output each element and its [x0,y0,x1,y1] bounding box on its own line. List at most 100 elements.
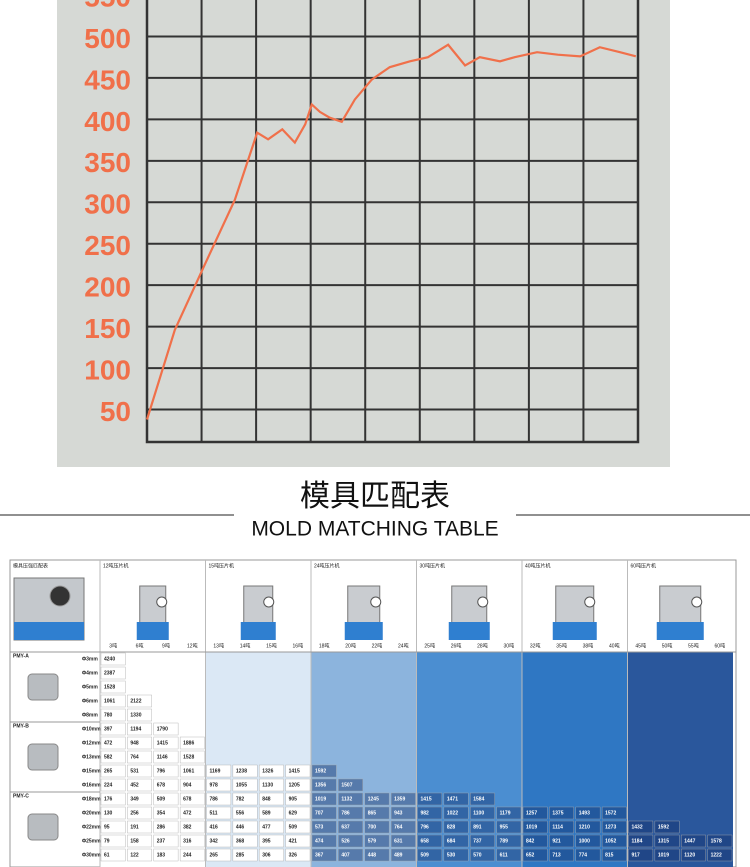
cell-value: 948 [130,740,139,746]
cell-value: 774 [579,852,588,858]
cell-value: 79 [104,838,110,844]
cell-value: 407 [341,852,350,858]
cell [628,848,654,862]
cell-value: 382 [183,824,192,830]
cell-value: 1471 [447,796,458,802]
cell [100,848,126,862]
cell-value: 472 [183,810,192,816]
y-tick-label: 200 [84,272,131,303]
press-base [14,622,84,640]
cell-value: 1415 [157,740,168,746]
row-label: Φ25mm [82,838,101,844]
cell-value: 1584 [473,796,484,802]
cell [496,834,522,848]
cell-value: 786 [341,810,350,816]
ton-label: 22吨 [372,642,383,649]
machine-base [552,622,597,640]
cell [153,764,179,778]
group-name: 15吨压片机 [209,562,235,569]
cell [153,848,179,862]
cell-value: 1222 [711,852,722,858]
cell [179,792,205,806]
gauge [370,596,382,608]
cell-value: 2122 [130,698,141,704]
cell [364,834,390,848]
cell-value: 631 [394,838,403,844]
cell [364,848,390,862]
cell [311,806,337,820]
cell-value: 891 [473,824,482,830]
cell [443,806,469,820]
ton-label: 12吨 [187,642,198,649]
cell [153,778,179,792]
cell [127,792,152,806]
group-name: 40吨压片机 [525,562,551,569]
cell [338,834,363,848]
cell [443,848,469,862]
cell-value: 286 [157,824,166,830]
ton-label: 35吨 [556,642,567,649]
cell-value: 95 [104,824,110,830]
cell [259,764,284,778]
ton-label: 55吨 [688,642,699,649]
cell [127,778,152,792]
cell [575,834,601,848]
cell-value: 448 [368,852,377,858]
cell-value: 943 [394,810,403,816]
table-title: 模具压强匹配表 [13,562,48,569]
cell-value: 796 [421,824,430,830]
cell-value: 354 [157,810,166,816]
cell-value: 1507 [341,782,352,788]
cell-value: 684 [447,838,456,844]
cell [232,848,258,862]
group-bg [205,652,311,867]
cell [522,820,548,834]
cell [417,820,443,834]
cell-value: 1061 [183,768,194,774]
cell-value: 1572 [605,810,616,816]
machine-base [656,622,704,640]
cell-value: 2387 [104,670,115,676]
y-tick-label: 100 [84,354,131,385]
cell-value: 1019 [658,852,669,858]
row-label: Φ20mm [82,810,101,816]
cell [575,806,601,820]
ton-label: 60吨 [715,642,726,649]
cell-value: 713 [552,852,561,858]
cell-value: 531 [130,768,139,774]
cell-value: 707 [315,810,324,816]
cell [707,848,733,862]
cell [100,820,126,834]
group-bg [627,652,733,867]
y-tick-label: 50 [100,396,131,427]
row-label: Φ10mm [82,726,101,732]
cell-value: 1493 [579,810,590,816]
cell-value: 1273 [605,824,616,830]
group-name: 24吨压片机 [314,562,340,569]
cell [496,848,522,862]
cell [232,792,258,806]
row-label: Φ12mm [82,740,101,746]
y-tick-label: 300 [84,189,131,220]
cell [179,764,205,778]
row-label: Φ4mm [82,670,98,676]
cell-value: 1120 [684,852,695,858]
cell-value: 1061 [104,698,115,704]
ton-label: 32吨 [530,642,541,649]
cell [470,820,495,834]
cell-value: 1447 [684,838,695,844]
cell [259,834,284,848]
cell-value: 737 [473,838,482,844]
group-name: 30吨压片机 [420,562,446,569]
ton-label: 50吨 [662,642,673,649]
gauge [263,596,275,608]
cell-value: 452 [130,782,139,788]
cell [259,806,284,820]
cell-value: 1578 [711,838,722,844]
cell [364,806,390,820]
cell [390,848,416,862]
cell [654,848,680,862]
cell-value: 782 [236,796,245,802]
cell [179,820,205,834]
